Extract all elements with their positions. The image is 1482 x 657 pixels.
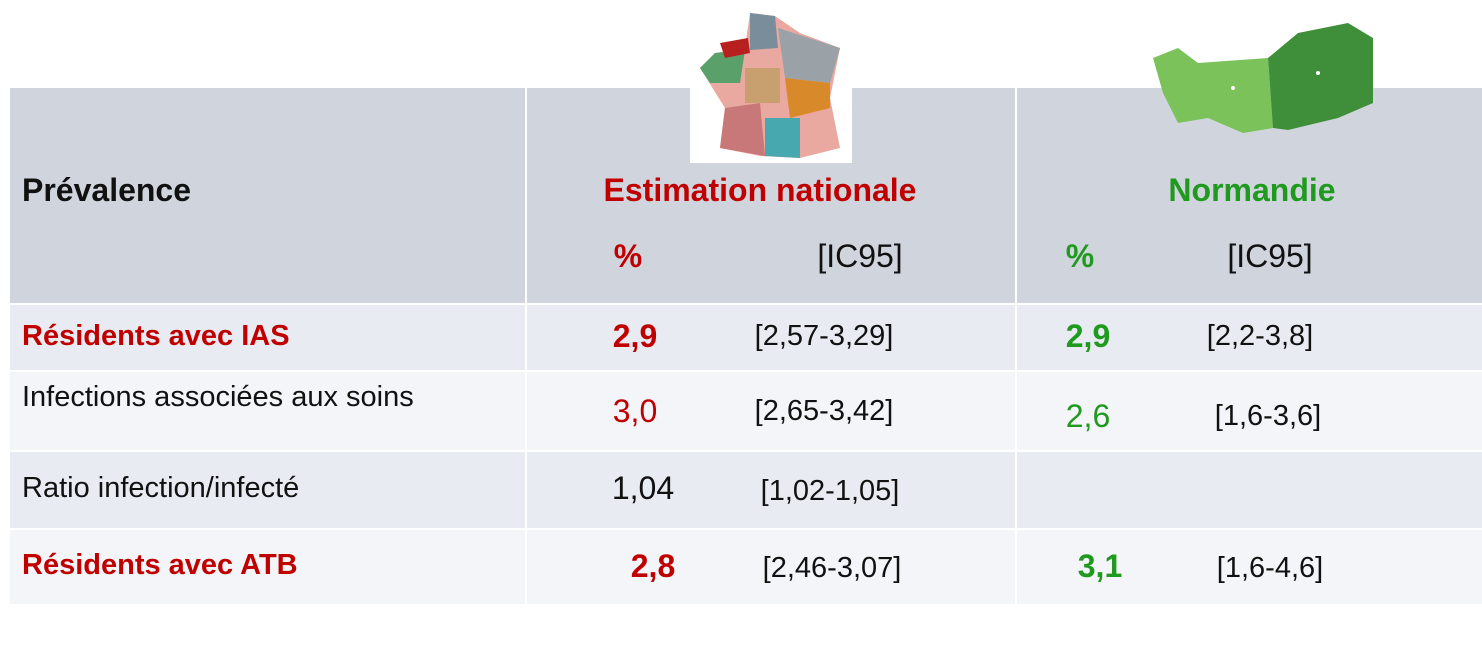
column-ic: [IC95] [1227,238,1313,274]
regional-ci: [1,6-4,6] [1216,552,1324,584]
header-cell [10,88,525,303]
column-pct: % [613,238,643,274]
national-value: 1,04 [611,470,675,506]
national-ci: [1,02-1,05] [760,475,900,507]
column-pct: % [1065,238,1095,274]
row-cell [10,305,525,370]
row-cell [10,530,525,604]
regional-value: 2,9 [1065,318,1111,354]
row-cell [527,372,1015,450]
regional-value: 3,1 [1077,548,1123,584]
row-label: Infections associées aux soins [22,381,414,413]
normandie-map [1153,23,1373,133]
row-label: Résidents avec IAS [22,320,290,352]
national-ci: [2,46-3,07] [762,552,902,584]
regional-ci: [2,2-3,8] [1206,320,1314,352]
column-title: Normandie [1168,172,1336,208]
row-cell [10,452,525,528]
column-ic: [IC95] [817,238,903,274]
row-cell [10,372,525,450]
regional-value: 2,6 [1065,398,1111,434]
national-value: 2,8 [630,548,676,584]
row-cell [1017,452,1482,528]
row-label: Ratio infection/infecté [22,472,300,504]
row-cell [527,305,1015,370]
row-cell [1017,372,1482,450]
column-title: Estimation nationale [603,172,917,208]
regional-ci: [1,6-3,6] [1214,400,1322,432]
row-label: Résidents avec ATB [22,549,298,581]
national-ci: [2,57-3,29] [754,320,894,352]
national-value: 2,9 [612,318,658,354]
national-ci: [2,65-3,42] [754,395,894,427]
row-cell [527,452,1015,528]
france-map [690,8,852,163]
row-cell [1017,530,1482,604]
national-value: 3,0 [612,393,658,429]
row-cell [1017,305,1482,370]
row-cell [527,530,1015,604]
header-label: Prévalence [22,172,192,208]
